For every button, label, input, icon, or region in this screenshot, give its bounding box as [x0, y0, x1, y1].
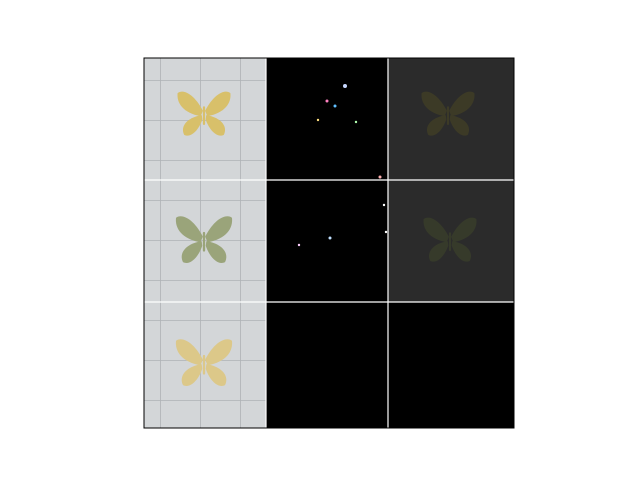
tile-r3-c2: [266, 302, 388, 428]
tile-r1-c1: [144, 58, 266, 180]
tile-r3-c3: [388, 302, 514, 428]
tile-r1-c2: [266, 58, 388, 180]
tile-r2-c1: [144, 180, 266, 302]
axes-frame: [143, 57, 515, 429]
tile-r3-c1: [144, 302, 266, 428]
tile-separators: [144, 58, 514, 428]
tile-r2-c3: [388, 180, 514, 302]
tile-r2-c2: [266, 180, 388, 302]
tile-r1-c3: [388, 58, 514, 180]
